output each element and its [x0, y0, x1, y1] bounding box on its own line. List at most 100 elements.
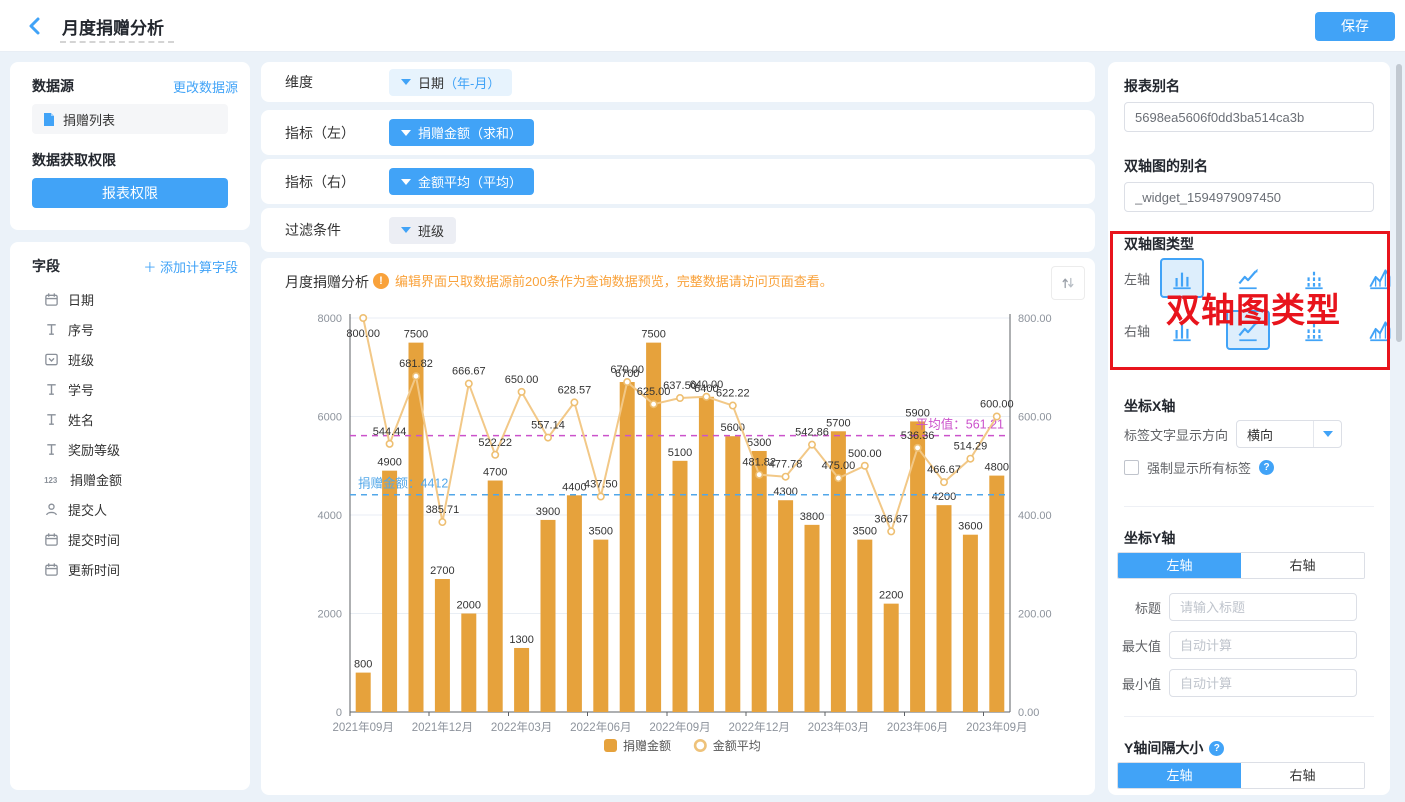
bar-chart-icon — [1169, 265, 1195, 291]
svg-text:4700: 4700 — [483, 467, 507, 479]
svg-text:557.14: 557.14 — [531, 420, 565, 432]
change-datasource-link[interactable]: 更改数据源 — [172, 79, 238, 95]
line-point — [702, 392, 711, 401]
bar — [593, 539, 609, 712]
svg-text:622.22: 622.22 — [716, 388, 750, 400]
line-point — [543, 433, 552, 442]
warning-text: 编辑界面只取数据源前200条作为查询数据预览，完整数据请访问页面查看。 — [395, 274, 833, 289]
force-show-labels-checkbox[interactable] — [1124, 460, 1139, 475]
save-button[interactable]: 保存 — [1315, 12, 1395, 41]
field-item-8[interactable]: 提交人 — [10, 494, 250, 524]
add-calc-field-link[interactable]: ＋ 添加计算字段 — [143, 259, 238, 275]
svg-text:3600: 3600 — [958, 521, 982, 533]
caret-down-icon — [401, 178, 411, 185]
field-item-10[interactable]: 更新时间 — [10, 554, 250, 584]
divider — [1124, 716, 1374, 717]
chart-type-area-left[interactable] — [1358, 258, 1402, 298]
svg-text:477.78: 477.78 — [769, 459, 803, 471]
svg-text:2200: 2200 — [879, 590, 903, 602]
svg-text:666.67: 666.67 — [452, 366, 486, 378]
back-icon[interactable] — [24, 15, 46, 37]
tab-interval-left-axis[interactable]: 左轴 — [1118, 763, 1241, 788]
reference-line-label: 平均值：561.21 — [916, 417, 1004, 432]
field-item-9[interactable]: 提交时间 — [10, 524, 250, 554]
svg-text:1300: 1300 — [509, 634, 533, 646]
line-point — [913, 443, 922, 452]
metric-right-row: 指标（右） 金额平均（平均） — [261, 159, 1095, 204]
caret-down-icon — [401, 129, 411, 136]
dual-axis-chart: 020004000600080000.00200.00400.00600.008… — [318, 313, 1052, 753]
line-point — [596, 492, 605, 501]
chart-type-line-left[interactable] — [1226, 258, 1270, 298]
svg-text:536.36: 536.36 — [901, 430, 935, 442]
metric-left-tag[interactable]: 捐赠金额（求和） — [389, 119, 535, 146]
chart-type-area-right[interactable] — [1358, 310, 1402, 350]
line-point — [755, 470, 764, 479]
report-permission-button[interactable]: 报表权限 — [32, 178, 228, 208]
svg-text:3500: 3500 — [853, 526, 877, 538]
chart-type-stacked-bar-left[interactable] — [1292, 258, 1336, 298]
calendar-icon — [44, 562, 59, 577]
report-alias-label: 报表别名 — [1124, 78, 1180, 94]
label-direction-select[interactable]: 横向 — [1236, 420, 1343, 448]
svg-text:7500: 7500 — [641, 329, 665, 341]
svg-text:681.82: 681.82 — [399, 358, 433, 370]
chart-type-line-right[interactable] — [1226, 310, 1270, 350]
svg-text:625.00: 625.00 — [637, 386, 671, 398]
y-axis-title-input[interactable] — [1169, 593, 1357, 621]
field-item-5[interactable]: 姓名 — [10, 404, 250, 434]
legend-square-marker — [604, 739, 617, 752]
bar — [619, 382, 635, 712]
legend-label[interactable]: 金额平均 — [713, 738, 761, 753]
sort-button[interactable] — [1051, 266, 1085, 300]
svg-text:123: 123 — [44, 475, 58, 484]
max-value-input[interactable] — [1169, 631, 1357, 659]
chart-x-axis-labels: 2021年09月 2021年12月 2022年03月 2022年06月 2022年09月… — [333, 720, 1028, 734]
x-axis-title: 坐标X轴 — [1124, 398, 1176, 414]
scrollbar-thumb[interactable] — [1396, 64, 1402, 342]
bar — [434, 579, 450, 712]
report-alias-input[interactable] — [1124, 102, 1374, 132]
field-label: 班级 — [68, 352, 95, 368]
svg-text:5600: 5600 — [721, 422, 745, 434]
metric-right-tag[interactable]: 金额平均（平均） — [389, 168, 535, 195]
chart-type-bar-left[interactable] — [1160, 258, 1204, 298]
field-label: 提交时间 — [68, 532, 121, 548]
legend-label[interactable]: 捐赠金额 — [623, 738, 671, 753]
field-item-4[interactable]: 学号 — [10, 374, 250, 404]
chart-type-stacked-bar-right[interactable] — [1292, 310, 1336, 350]
line-chart-icon — [1235, 265, 1261, 291]
help-icon[interactable]: ? — [1209, 740, 1225, 756]
tab-right-axis[interactable]: 右轴 — [1241, 553, 1364, 578]
field-label: 捐赠金额 — [70, 472, 123, 488]
widget-alias-input[interactable] — [1124, 182, 1374, 212]
svg-text:400.00: 400.00 — [1018, 510, 1052, 522]
svg-text:800.00: 800.00 — [346, 328, 380, 340]
dimension-tag[interactable]: 日期（年-月） — [389, 68, 513, 96]
filter-tag[interactable]: 班级 — [389, 216, 457, 244]
line-point — [728, 401, 737, 410]
field-item-6[interactable]: 奖励等级 — [10, 434, 250, 464]
number-icon: 123 — [44, 472, 61, 487]
area-chart-icon — [1367, 317, 1393, 343]
area-chart-icon — [1367, 265, 1393, 291]
help-icon[interactable]: ? — [1259, 460, 1275, 475]
force-show-labels-label: 强制显示所有标签 — [1147, 461, 1252, 476]
field-item-1[interactable]: 日期 — [10, 284, 250, 314]
min-value-input[interactable] — [1169, 669, 1357, 697]
bar — [883, 603, 899, 712]
svg-text:800: 800 — [354, 659, 372, 671]
chart-type-bar-right[interactable] — [1160, 310, 1204, 350]
line-chart-icon — [1235, 317, 1261, 343]
field-item-3[interactable]: 班级 — [10, 344, 250, 374]
field-item-2[interactable]: 序号 — [10, 314, 250, 344]
select-caret-area[interactable] — [1313, 421, 1341, 447]
bar — [355, 672, 371, 712]
fields-title: 字段 — [32, 258, 60, 274]
tab-left-axis[interactable]: 左轴 — [1118, 553, 1241, 578]
tab-interval-right-axis[interactable]: 右轴 — [1241, 763, 1364, 788]
field-item-7[interactable]: 123 捐赠金额 — [10, 464, 250, 494]
datasource-item[interactable]: 捐赠列表 — [32, 104, 228, 134]
svg-text:437.50: 437.50 — [584, 479, 618, 491]
datasource-title: 数据源 — [32, 78, 74, 94]
